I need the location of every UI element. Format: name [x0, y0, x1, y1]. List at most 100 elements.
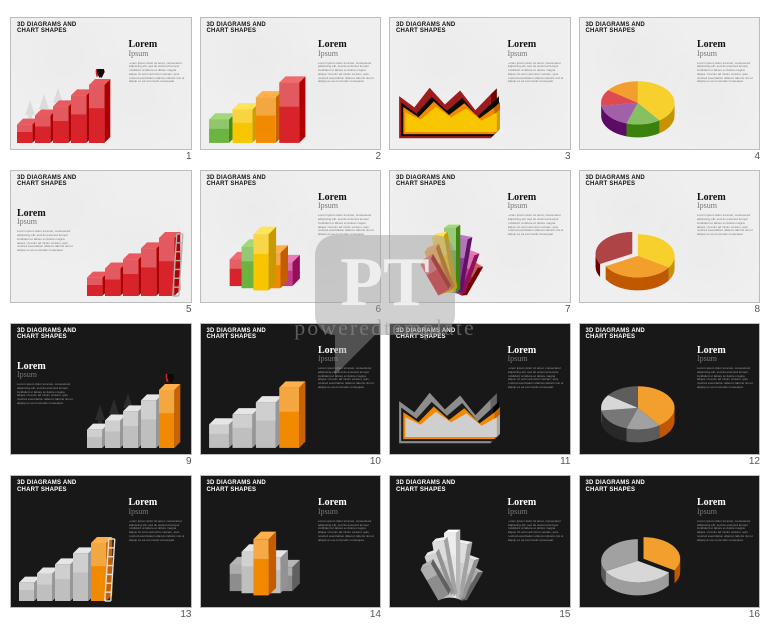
- slide-thumbnail[interactable]: 3D DIAGRAMS ANDCHART SHAPES Lorem Ipsum …: [579, 17, 761, 150]
- header-line1: 3D DIAGRAMS AND: [207, 328, 266, 334]
- slide-thumbnail[interactable]: 3D DIAGRAMS ANDCHART SHAPES Lorem Ipsum …: [579, 323, 761, 456]
- caption-block: Lorem Ipsum Lorem ipsum dolor sit amet, …: [318, 498, 374, 542]
- body-text: Lorem ipsum dolor sit amet, consectetur …: [129, 62, 185, 85]
- header-line2: CHART SHAPES: [586, 334, 636, 340]
- header-line2: CHART SHAPES: [207, 181, 257, 187]
- caption-block: Lorem Ipsum Lorem ipsum dolor sit amet, …: [17, 209, 73, 253]
- chart-bar3d-fan: [396, 519, 504, 605]
- body-text: Lorem ipsum dolor sit amet, consectetur …: [508, 367, 564, 390]
- slide-number: 15: [389, 608, 571, 620]
- thumbnail-cell: 3D DIAGRAMS ANDCHART SHAPES Lorem Ipsum …: [200, 17, 382, 162]
- slide-number: 7: [389, 303, 571, 315]
- slide-number: 6: [200, 303, 382, 315]
- chart-pie3d-exploded: [586, 218, 694, 298]
- header-line1: 3D DIAGRAMS AND: [207, 175, 266, 181]
- chart-bar3d-hero: [85, 374, 185, 450]
- caption-block: Lorem Ipsum Lorem ipsum dolor sit amet, …: [129, 498, 185, 542]
- slide-header: 3D DIAGRAMS ANDCHART SHAPES: [207, 22, 266, 35]
- thumbnail-cell: 3D DIAGRAMS ANDCHART SHAPES: [10, 17, 192, 162]
- slide-header: 3D DIAGRAMS ANDCHART SHAPES: [396, 175, 455, 188]
- slide-header: 3D DIAGRAMS ANDCHART SHAPES: [586, 480, 645, 493]
- caption-block: Lorem Ipsum Lorem ipsum dolor sit amet, …: [318, 193, 374, 237]
- caption-block: Lorem Ipsum Lorem ipsum dolor sit amet, …: [508, 40, 564, 84]
- body-text: Lorem ipsum dolor sit amet, consectetur …: [318, 62, 374, 85]
- slide-thumbnail[interactable]: 3D DIAGRAMS ANDCHART SHAPES Lorem Ipsum …: [200, 17, 382, 150]
- header-line1: 3D DIAGRAMS AND: [17, 22, 76, 28]
- slide-thumbnail[interactable]: 3D DIAGRAMS ANDCHART SHAPES Lorem Ipsum …: [200, 323, 382, 456]
- slide-thumbnail[interactable]: 3D DIAGRAMS ANDCHART SHAPES: [10, 17, 192, 150]
- body-text: Lorem ipsum dolor sit amet, consectetur …: [697, 62, 753, 85]
- chart-area3d: [396, 67, 500, 145]
- chart-bar3d-ladder: [17, 521, 117, 603]
- lorem-subtitle: Ipsum: [318, 507, 374, 516]
- slide-thumbnail[interactable]: 3D DIAGRAMS ANDCHART SHAPES Lor: [200, 475, 382, 608]
- chart-pie3d-exploded: [586, 523, 694, 603]
- slide-header: 3D DIAGRAMS ANDCHART SHAPES: [207, 480, 266, 493]
- header-line1: 3D DIAGRAMS AND: [396, 22, 455, 28]
- body-text: Lorem ipsum dolor sit amet, consectetur …: [318, 367, 374, 390]
- header-line1: 3D DIAGRAMS AND: [17, 328, 76, 334]
- slide-thumbnail[interactable]: 3D DIAGRAMS ANDCHART SHAPES Lorem Ipsum …: [579, 475, 761, 608]
- slide-number: 4: [579, 150, 761, 162]
- body-text: Lorem ipsum dolor sit amet, consectetur …: [17, 230, 73, 253]
- slide-header: 3D DIAGRAMS ANDCHART SHAPES: [586, 175, 645, 188]
- thumbnail-cell: 3D DIAGRAMS ANDCHART SHAPES Lorem Ipsum …: [389, 323, 571, 468]
- slide-number: 5: [10, 303, 192, 315]
- template-thumbnail-grid: 3D DIAGRAMS ANDCHART SHAPES: [0, 0, 770, 630]
- thumbnail-cell: 3D DIAGRAMS ANDCHART SHAPES Lorem Ipsum …: [579, 323, 761, 468]
- slide-number: 1: [10, 150, 192, 162]
- slide-header: 3D DIAGRAMS ANDCHART SHAPES: [396, 22, 455, 35]
- caption-block: Lorem Ipsum Lorem ipsum dolor sit amet, …: [508, 193, 564, 237]
- thumbnail-cell: 3D DIAGRAMS ANDCHART SHAPES Lorem Ipsum …: [389, 17, 571, 162]
- slide-thumbnail[interactable]: 3D DIAGRAMS ANDCHART SHAPES: [10, 475, 192, 608]
- header-line2: CHART SHAPES: [17, 487, 67, 493]
- header-line1: 3D DIAGRAMS AND: [586, 175, 645, 181]
- header-line2: CHART SHAPES: [207, 28, 257, 34]
- chart-bar3d: [207, 370, 311, 450]
- slide-thumbnail[interactable]: 3D DIAGRAMS ANDCHART SHAPES Lorem Ipsum …: [389, 323, 571, 456]
- slide-thumbnail[interactable]: 3D DIAGRAMS ANDCHART SHAPES Lorem Ipsum …: [389, 17, 571, 150]
- header-line1: 3D DIAGRAMS AND: [17, 175, 76, 181]
- slide-thumbnail[interactable]: 3D DIAGRAMS ANDCHART SHAPES: [389, 170, 571, 303]
- thumbnail-cell: 3D DIAGRAMS ANDCHART SHAPES Lorem Ipsum …: [200, 323, 382, 468]
- body-text: Lorem ipsum dolor sit amet, consectetur …: [318, 214, 374, 237]
- body-text: Lorem ipsum dolor sit amet, consectetur …: [508, 520, 564, 543]
- caption-block: Lorem Ipsum Lorem ipsum dolor sit amet, …: [697, 498, 753, 542]
- header-line2: CHART SHAPES: [396, 487, 446, 493]
- header-line1: 3D DIAGRAMS AND: [396, 175, 455, 181]
- chart-bar3d-cluster: [207, 216, 315, 300]
- thumbnail-cell: 3D DIAGRAMS ANDCHART SHAPES Lorem Ipsum …: [579, 170, 761, 315]
- slide-thumbnail[interactable]: 3D DIAGRAMS ANDCHART SHAPES: [10, 323, 192, 456]
- slide-number: 10: [200, 455, 382, 467]
- header-line1: 3D DIAGRAMS AND: [396, 480, 455, 486]
- caption-block: Lorem Ipsum Lorem ipsum dolor sit amet, …: [318, 40, 374, 84]
- chart-bar3d: [207, 65, 311, 145]
- thumbnail-cell: 3D DIAGRAMS ANDCHART SHAPES: [389, 475, 571, 620]
- slide-header: 3D DIAGRAMS ANDCHART SHAPES: [396, 480, 455, 493]
- caption-block: Lorem Ipsum Lorem ipsum dolor sit amet, …: [697, 40, 753, 84]
- slide-header: 3D DIAGRAMS ANDCHART SHAPES: [396, 328, 455, 341]
- body-text: Lorem ipsum dolor sit amet, consectetur …: [318, 520, 374, 543]
- lorem-subtitle: Ipsum: [697, 507, 753, 516]
- slide-thumbnail[interactable]: 3D DIAGRAMS ANDCHART SHAPES: [10, 170, 192, 303]
- slide-header: 3D DIAGRAMS ANDCHART SHAPES: [17, 22, 76, 35]
- slide-header: 3D DIAGRAMS ANDCHART SHAPES: [17, 480, 76, 493]
- slide-thumbnail[interactable]: 3D DIAGRAMS ANDCHART SHAPES Lorem Ipsum …: [579, 170, 761, 303]
- header-line2: CHART SHAPES: [396, 334, 446, 340]
- chart-pie3d: [586, 370, 694, 450]
- chart-pie3d: [586, 65, 694, 145]
- header-line2: CHART SHAPES: [17, 181, 67, 187]
- slide-thumbnail[interactable]: 3D DIAGRAMS ANDCHART SHAPES: [389, 475, 571, 608]
- chart-bar3d-cluster: [207, 521, 315, 605]
- thumbnail-cell: 3D DIAGRAMS ANDCHART SHAPES: [10, 323, 192, 468]
- caption-block: Lorem Ipsum Lorem ipsum dolor sit amet, …: [697, 346, 753, 390]
- header-line1: 3D DIAGRAMS AND: [586, 328, 645, 334]
- header-line2: CHART SHAPES: [586, 181, 636, 187]
- caption-block: Lorem Ipsum Lorem ipsum dolor sit amet, …: [697, 193, 753, 237]
- slide-header: 3D DIAGRAMS ANDCHART SHAPES: [17, 175, 76, 188]
- slide-header: 3D DIAGRAMS ANDCHART SHAPES: [17, 328, 76, 341]
- slide-number: 14: [200, 608, 382, 620]
- caption-block: Lorem Ipsum Lorem ipsum dolor sit amet, …: [318, 346, 374, 390]
- slide-thumbnail[interactable]: 3D DIAGRAMS ANDCHART SHAPES Lor: [200, 170, 382, 303]
- chart-bar3d-ladder: [85, 216, 185, 298]
